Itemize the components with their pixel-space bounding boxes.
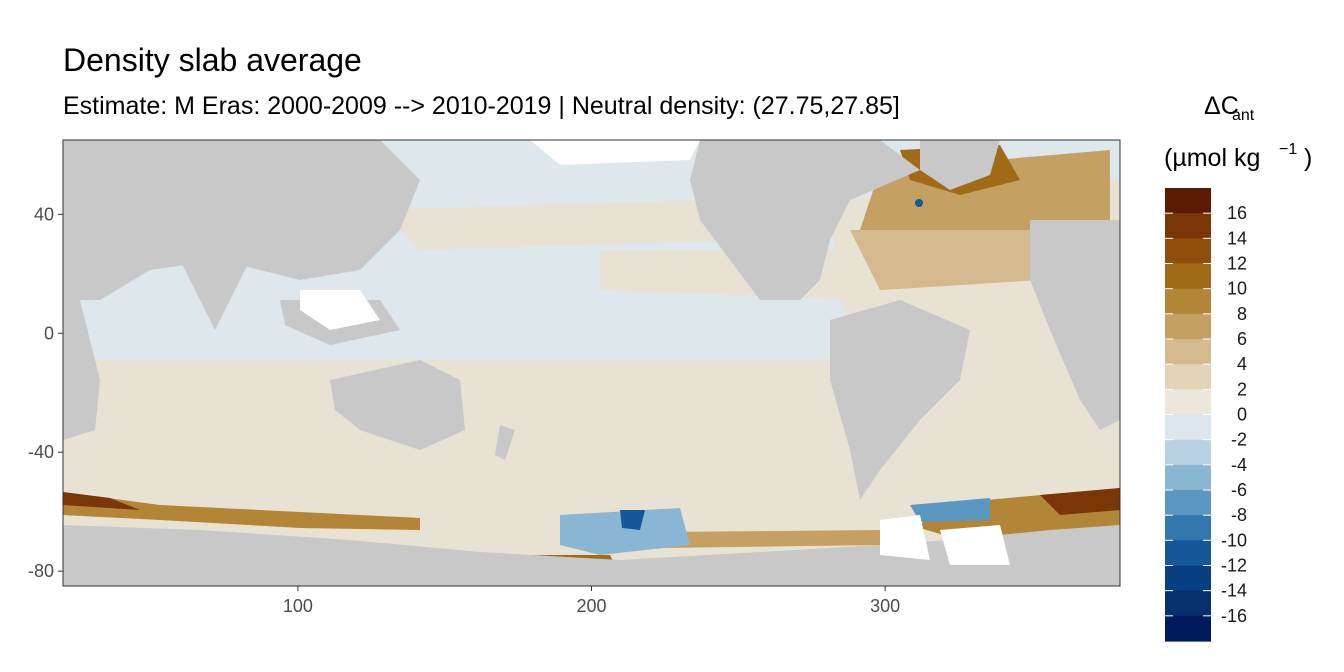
map-panel [63, 140, 1120, 586]
north-atlantic-mid [850, 230, 1050, 290]
legend-label: 0 [1237, 405, 1247, 425]
legend-label: 4 [1237, 354, 1247, 374]
legend-color-swatch [1165, 439, 1211, 466]
land-india [180, 260, 250, 330]
legend-color-swatch [1165, 515, 1211, 541]
ross-sea-dark-blue [620, 510, 645, 530]
legend-label: -16 [1221, 606, 1247, 626]
y-tick-label: 40 [34, 204, 54, 224]
legend-color-swatch [1165, 490, 1211, 516]
pacific-north-positive-band [380, 200, 760, 250]
land-north-america [690, 140, 920, 300]
y-tick-label: -40 [28, 442, 54, 462]
weddell-sea-blue-patch [910, 498, 990, 522]
no-data-arctic-pacific [530, 140, 700, 165]
southern-band-east-dark [1040, 488, 1120, 515]
legend-label: -4 [1231, 455, 1247, 475]
legend-label: 12 [1227, 254, 1247, 274]
legend-title-subscript: ant [1232, 107, 1255, 124]
legend-color-swatch [1165, 238, 1211, 265]
legend-label: 14 [1227, 228, 1247, 248]
legend-color-swatch [1165, 339, 1211, 365]
legend-label: -10 [1221, 530, 1247, 550]
legend-units-close: ) [1304, 144, 1312, 172]
legend-color-swatch [1165, 540, 1211, 567]
legend-color-swatch [1165, 464, 1211, 491]
y-tick-label: -80 [28, 561, 54, 581]
ross-sea-blue-patch [560, 508, 690, 555]
legend-color-swatch [1165, 364, 1211, 390]
legend-units: (µmol kg [1164, 144, 1260, 172]
legend-label: 2 [1237, 379, 1247, 399]
y-tick-label: 0 [44, 323, 54, 343]
legend-label: -14 [1221, 581, 1247, 601]
chart-subtitle: Estimate: M Eras: 2000-2009 --> 2010-201… [63, 92, 900, 120]
x-tick-label: 100 [283, 596, 313, 616]
land-antarctica [63, 525, 1120, 586]
legend-label: 10 [1227, 279, 1247, 299]
legend-color-swatch [1165, 313, 1211, 340]
no-data-weddell [940, 525, 1010, 565]
land-greenland [920, 140, 1000, 190]
southern-band-west [63, 492, 420, 530]
labrador-blue-spot [915, 199, 923, 207]
legend-units-superscript: −1 [1279, 141, 1297, 158]
chart-title: Density slab average [63, 42, 362, 78]
land-new-zealand [495, 425, 515, 460]
legend-color-swatch [1165, 615, 1211, 642]
legend-label: 16 [1227, 203, 1247, 223]
legend-color-swatch [1165, 414, 1211, 441]
x-tick-label: 300 [870, 596, 900, 616]
legend-label: -8 [1231, 505, 1247, 525]
pacific-sector-band [660, 530, 880, 548]
legend-color-swatch [1165, 213, 1211, 239]
legend-color-swatch [1165, 288, 1211, 315]
legend-color-swatch [1165, 590, 1211, 617]
legend-color-swatch [1165, 565, 1211, 592]
y-axis: 40 0 -40 -80 [28, 204, 63, 581]
x-tick-label: 200 [576, 596, 606, 616]
land-south-america [830, 300, 970, 500]
land-africa [1030, 220, 1120, 430]
legend-title: ΔC [1204, 92, 1239, 120]
southern-band-west-dark [63, 492, 140, 510]
legend-color-swatch [1165, 263, 1211, 290]
x-axis: 100 200 300 [283, 586, 900, 616]
no-data-indonesia [300, 290, 380, 330]
legend-label: -6 [1231, 480, 1247, 500]
legend-color-swatch [1165, 188, 1211, 214]
no-data-southern-fringe [880, 515, 930, 560]
legend-label: -2 [1231, 430, 1247, 450]
legend-label: 8 [1237, 304, 1247, 324]
legend-label: -12 [1221, 556, 1247, 576]
legend-color-swatch [1165, 389, 1211, 416]
land-asia [63, 140, 420, 300]
legend-label: 6 [1237, 329, 1247, 349]
land-australia [330, 360, 465, 450]
